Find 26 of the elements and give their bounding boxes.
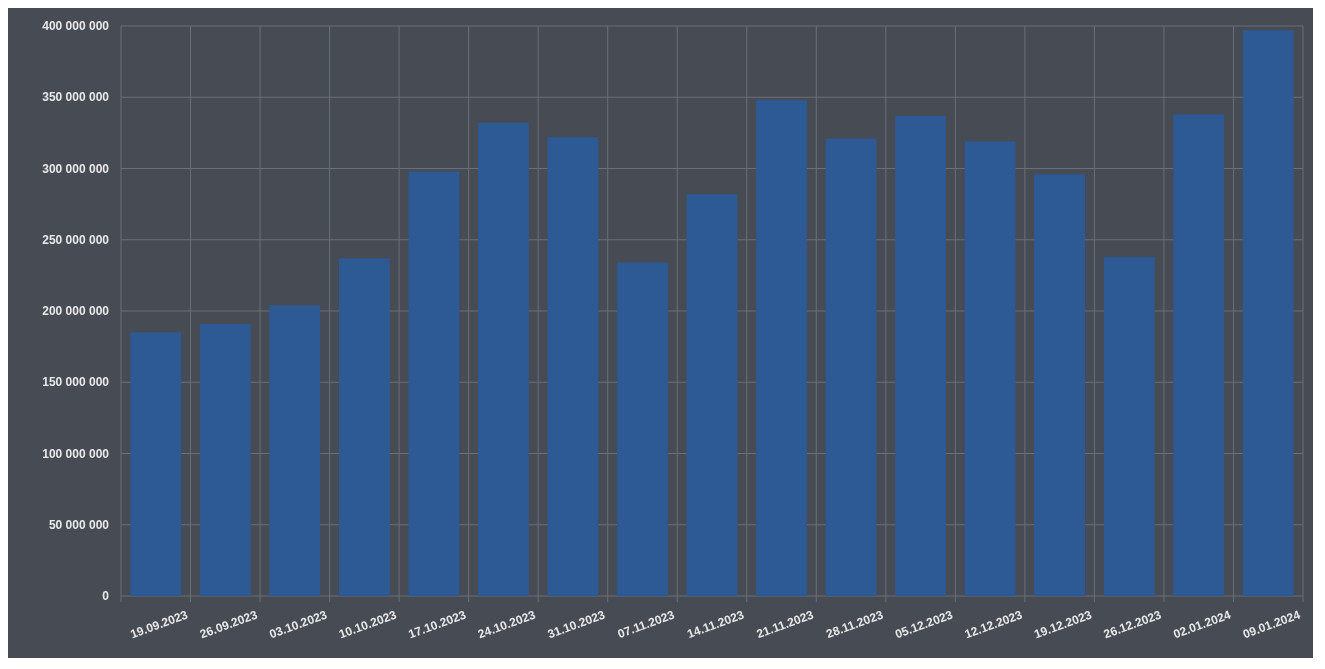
- bar: [408, 171, 460, 596]
- bar: [338, 258, 390, 596]
- bar: [478, 122, 529, 596]
- bar: [199, 323, 251, 596]
- y-tick-label: 50 000 000: [48, 517, 110, 532]
- bar: [1103, 256, 1155, 596]
- y-tick-label: 350 000 000: [42, 90, 110, 105]
- y-tick-label: 100 000 000: [42, 446, 110, 461]
- y-tick-label: 150 000 000: [42, 375, 110, 390]
- y-tick-label: 200 000 000: [42, 304, 110, 319]
- bar: [686, 194, 738, 596]
- bar: [130, 332, 182, 596]
- bar: [1173, 114, 1225, 596]
- bar: [756, 100, 807, 596]
- y-tick-label: 250 000 000: [42, 232, 110, 247]
- y-tick-label: 400 000 000: [42, 19, 110, 34]
- bar: [269, 305, 321, 596]
- bar: [547, 137, 599, 596]
- bar: [1034, 174, 1086, 596]
- y-tick-label: 0: [102, 589, 110, 604]
- y-tick-label: 300 000 000: [42, 161, 110, 176]
- bar: [895, 115, 946, 596]
- bar: [964, 141, 1016, 596]
- bar: [1242, 30, 1294, 596]
- bar: [825, 138, 877, 596]
- bar: [617, 262, 668, 596]
